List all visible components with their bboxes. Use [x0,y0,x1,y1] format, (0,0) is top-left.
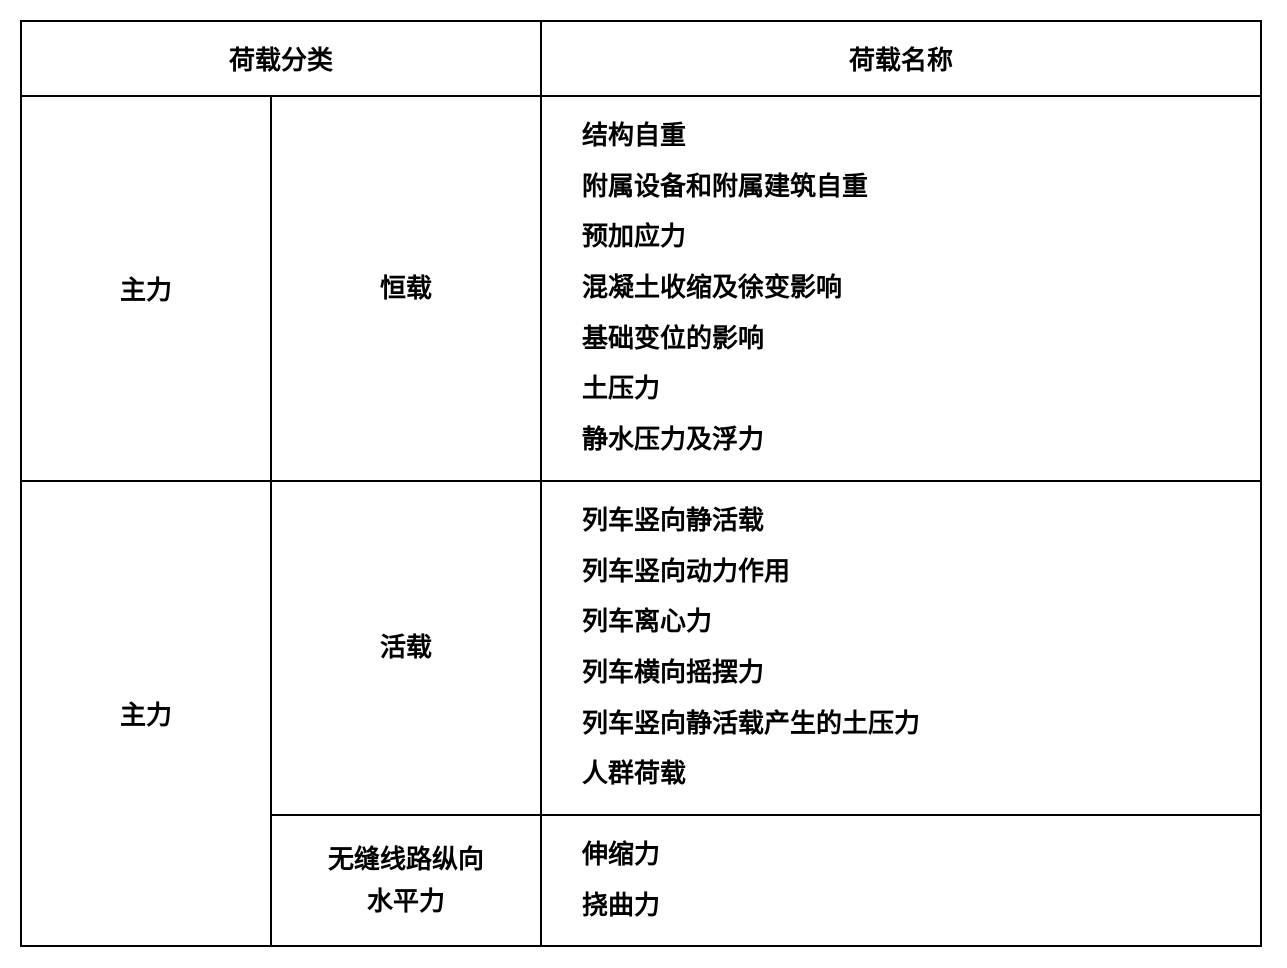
item: 列车竖向静活载产生的土压力 [582,699,1260,750]
cell-cat2-1: 活载 [271,481,541,815]
header-name: 荷载名称 [541,21,1261,96]
cell-cat1-0: 主力 [21,96,271,481]
header-category: 荷载分类 [21,21,541,96]
cell-items-0: 结构自重 附属设备和附属建筑自重 预加应力 混凝土收缩及徐变影响 基础变位的影响… [541,96,1261,481]
cell-cat2-0: 恒载 [271,96,541,481]
cat2-line: 水平力 [272,881,540,923]
item: 列车竖向静活载 [582,496,1260,547]
item: 附属设备和附属建筑自重 [582,162,1260,213]
cell-items-1: 列车竖向静活载 列车竖向动力作用 列车离心力 列车横向摇摆力 列车竖向静活载产生… [541,481,1261,815]
table-row: 主力 活载 列车竖向静活载 列车竖向动力作用 列车离心力 列车横向摇摆力 列车竖… [21,481,1261,815]
cell-cat2-2: 无缝线路纵向 水平力 [271,815,541,946]
cell-cat1-1: 主力 [21,481,271,947]
item: 混凝土收缩及徐变影响 [582,263,1260,314]
item: 静水压力及浮力 [582,415,1260,466]
item: 列车竖向动力作用 [582,547,1260,598]
table-header-row: 荷载分类 荷载名称 [21,21,1261,96]
item: 列车离心力 [582,597,1260,648]
item: 土压力 [582,364,1260,415]
item: 结构自重 [582,111,1260,162]
item: 挠曲力 [582,881,1260,932]
item: 伸缩力 [582,830,1260,881]
cat2-line: 无缝线路纵向 [272,839,540,881]
item: 预加应力 [582,212,1260,263]
item: 列车横向摇摆力 [582,648,1260,699]
item: 人群荷载 [582,749,1260,800]
item: 基础变位的影响 [582,314,1260,365]
cell-items-2: 伸缩力 挠曲力 [541,815,1261,946]
table-row: 主力 恒载 结构自重 附属设备和附属建筑自重 预加应力 混凝土收缩及徐变影响 基… [21,96,1261,481]
load-classification-table: 荷载分类 荷载名称 主力 恒载 结构自重 附属设备和附属建筑自重 预加应力 混凝… [20,20,1262,947]
